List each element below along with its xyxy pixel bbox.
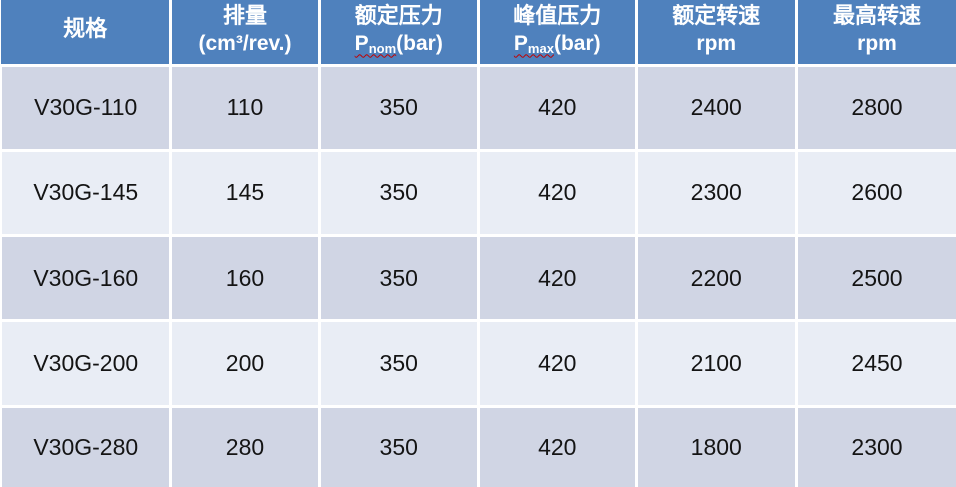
- header-spec-label: 规格: [63, 16, 108, 42]
- cell-spec: V30G-110: [0, 65, 173, 152]
- cell-rated-speed: 1800: [636, 406, 798, 487]
- header-displacement-label: 排量: [222, 2, 267, 28]
- table-row: V30G-200 200 350 420 2100 2450: [0, 320, 956, 408]
- cell-peak-pressure: 420: [478, 320, 638, 408]
- cell-spec: V30G-160: [0, 235, 173, 323]
- header-peak-pressure-label: 峰值压力: [513, 2, 602, 28]
- cell-max-speed: 2300: [796, 406, 956, 487]
- table-row: V30G-145 145 350 420 2300 2600: [0, 150, 956, 238]
- cell-displacement: 200: [170, 320, 321, 408]
- header-rated-pressure-unit: (bar): [396, 31, 443, 55]
- table-header-row: 规格 排量 (cm³/rev.) 额定压力 Pnom(bar) 峰值压力 Pma…: [1, 0, 956, 67]
- cell-max-speed: 2800: [796, 65, 956, 152]
- cell-rated-speed: 2200: [636, 235, 798, 323]
- header-displacement-unit: (cm³/rev.): [198, 31, 292, 55]
- header-rated-pressure-symbol: Pnom: [354, 31, 397, 56]
- cell-peak-pressure: 420: [478, 150, 638, 238]
- header-max-speed: 最高转速 rpm: [796, 0, 956, 67]
- cell-displacement: 110: [170, 65, 321, 152]
- header-peak-pressure: 峰值压力 Pmax(bar): [478, 0, 638, 67]
- header-rated-pressure: 额定压力 Pnom(bar): [319, 0, 480, 67]
- subscript-nom: nom: [368, 40, 397, 56]
- header-rated-speed: 额定转速 rpm: [636, 0, 798, 67]
- header-rated-speed-label: 额定转速: [672, 2, 761, 28]
- cell-rated-speed: 2400: [636, 65, 798, 152]
- header-spec: 规格: [1, 0, 173, 67]
- cell-spec: V30G-280: [0, 406, 173, 487]
- cell-peak-pressure: 420: [478, 235, 638, 323]
- table-row: V30G-160 160 350 420 2200 2500: [0, 235, 956, 323]
- header-displacement: 排量 (cm³/rev.): [170, 0, 321, 67]
- cell-displacement: 145: [170, 150, 321, 238]
- header-rated-speed-unit: rpm: [696, 31, 737, 55]
- cell-peak-pressure: 420: [478, 406, 638, 487]
- cell-displacement: 280: [170, 406, 321, 487]
- cell-max-speed: 2500: [796, 235, 956, 323]
- cell-spec: V30G-145: [0, 150, 173, 238]
- header-peak-pressure-unit: (bar): [553, 31, 601, 55]
- cell-max-speed: 2600: [796, 150, 956, 238]
- cell-rated-pressure: 350: [319, 320, 480, 408]
- cell-spec: V30G-200: [0, 320, 173, 408]
- subscript-max: max: [527, 40, 554, 56]
- cell-rated-pressure: 350: [319, 65, 480, 152]
- table-row: V30G-110 110 350 420 2400 2800: [0, 65, 956, 152]
- header-peak-pressure-symbol: Pmax: [513, 31, 554, 56]
- header-max-speed-unit: rpm: [857, 31, 897, 55]
- cell-peak-pressure: 420: [478, 65, 638, 152]
- cell-displacement: 160: [170, 235, 321, 323]
- cell-rated-pressure: 350: [319, 235, 480, 323]
- table-row: V30G-280 280 350 420 1800 2300: [0, 406, 956, 487]
- cell-rated-pressure: 350: [319, 406, 480, 487]
- table-body: V30G-110 110 350 420 2400 2800 V30G-145 …: [0, 65, 956, 487]
- header-max-speed-label: 最高转速: [832, 2, 921, 28]
- cell-rated-pressure: 350: [319, 150, 480, 238]
- cell-rated-speed: 2300: [636, 150, 798, 238]
- cell-max-speed: 2450: [796, 320, 956, 408]
- cell-rated-speed: 2100: [636, 320, 798, 408]
- header-rated-pressure-label: 额定压力: [354, 2, 443, 28]
